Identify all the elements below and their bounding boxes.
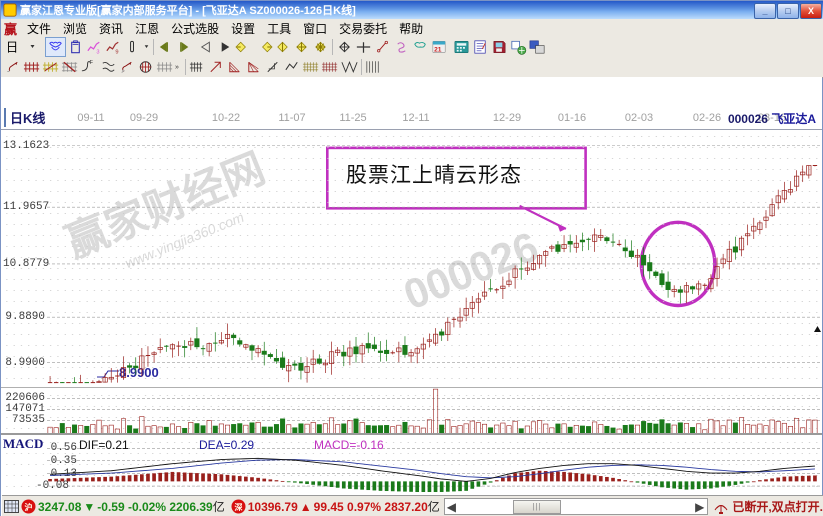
svg-text:深: 深 [234,502,242,512]
svg-text:沪: 沪 [25,502,33,512]
svg-text:9: 9 [115,50,118,56]
svg-text:21: 21 [434,46,442,53]
svg-text:3: 3 [96,50,99,56]
svg-text:F: F [90,60,94,66]
svg-text:日: 日 [6,41,18,55]
